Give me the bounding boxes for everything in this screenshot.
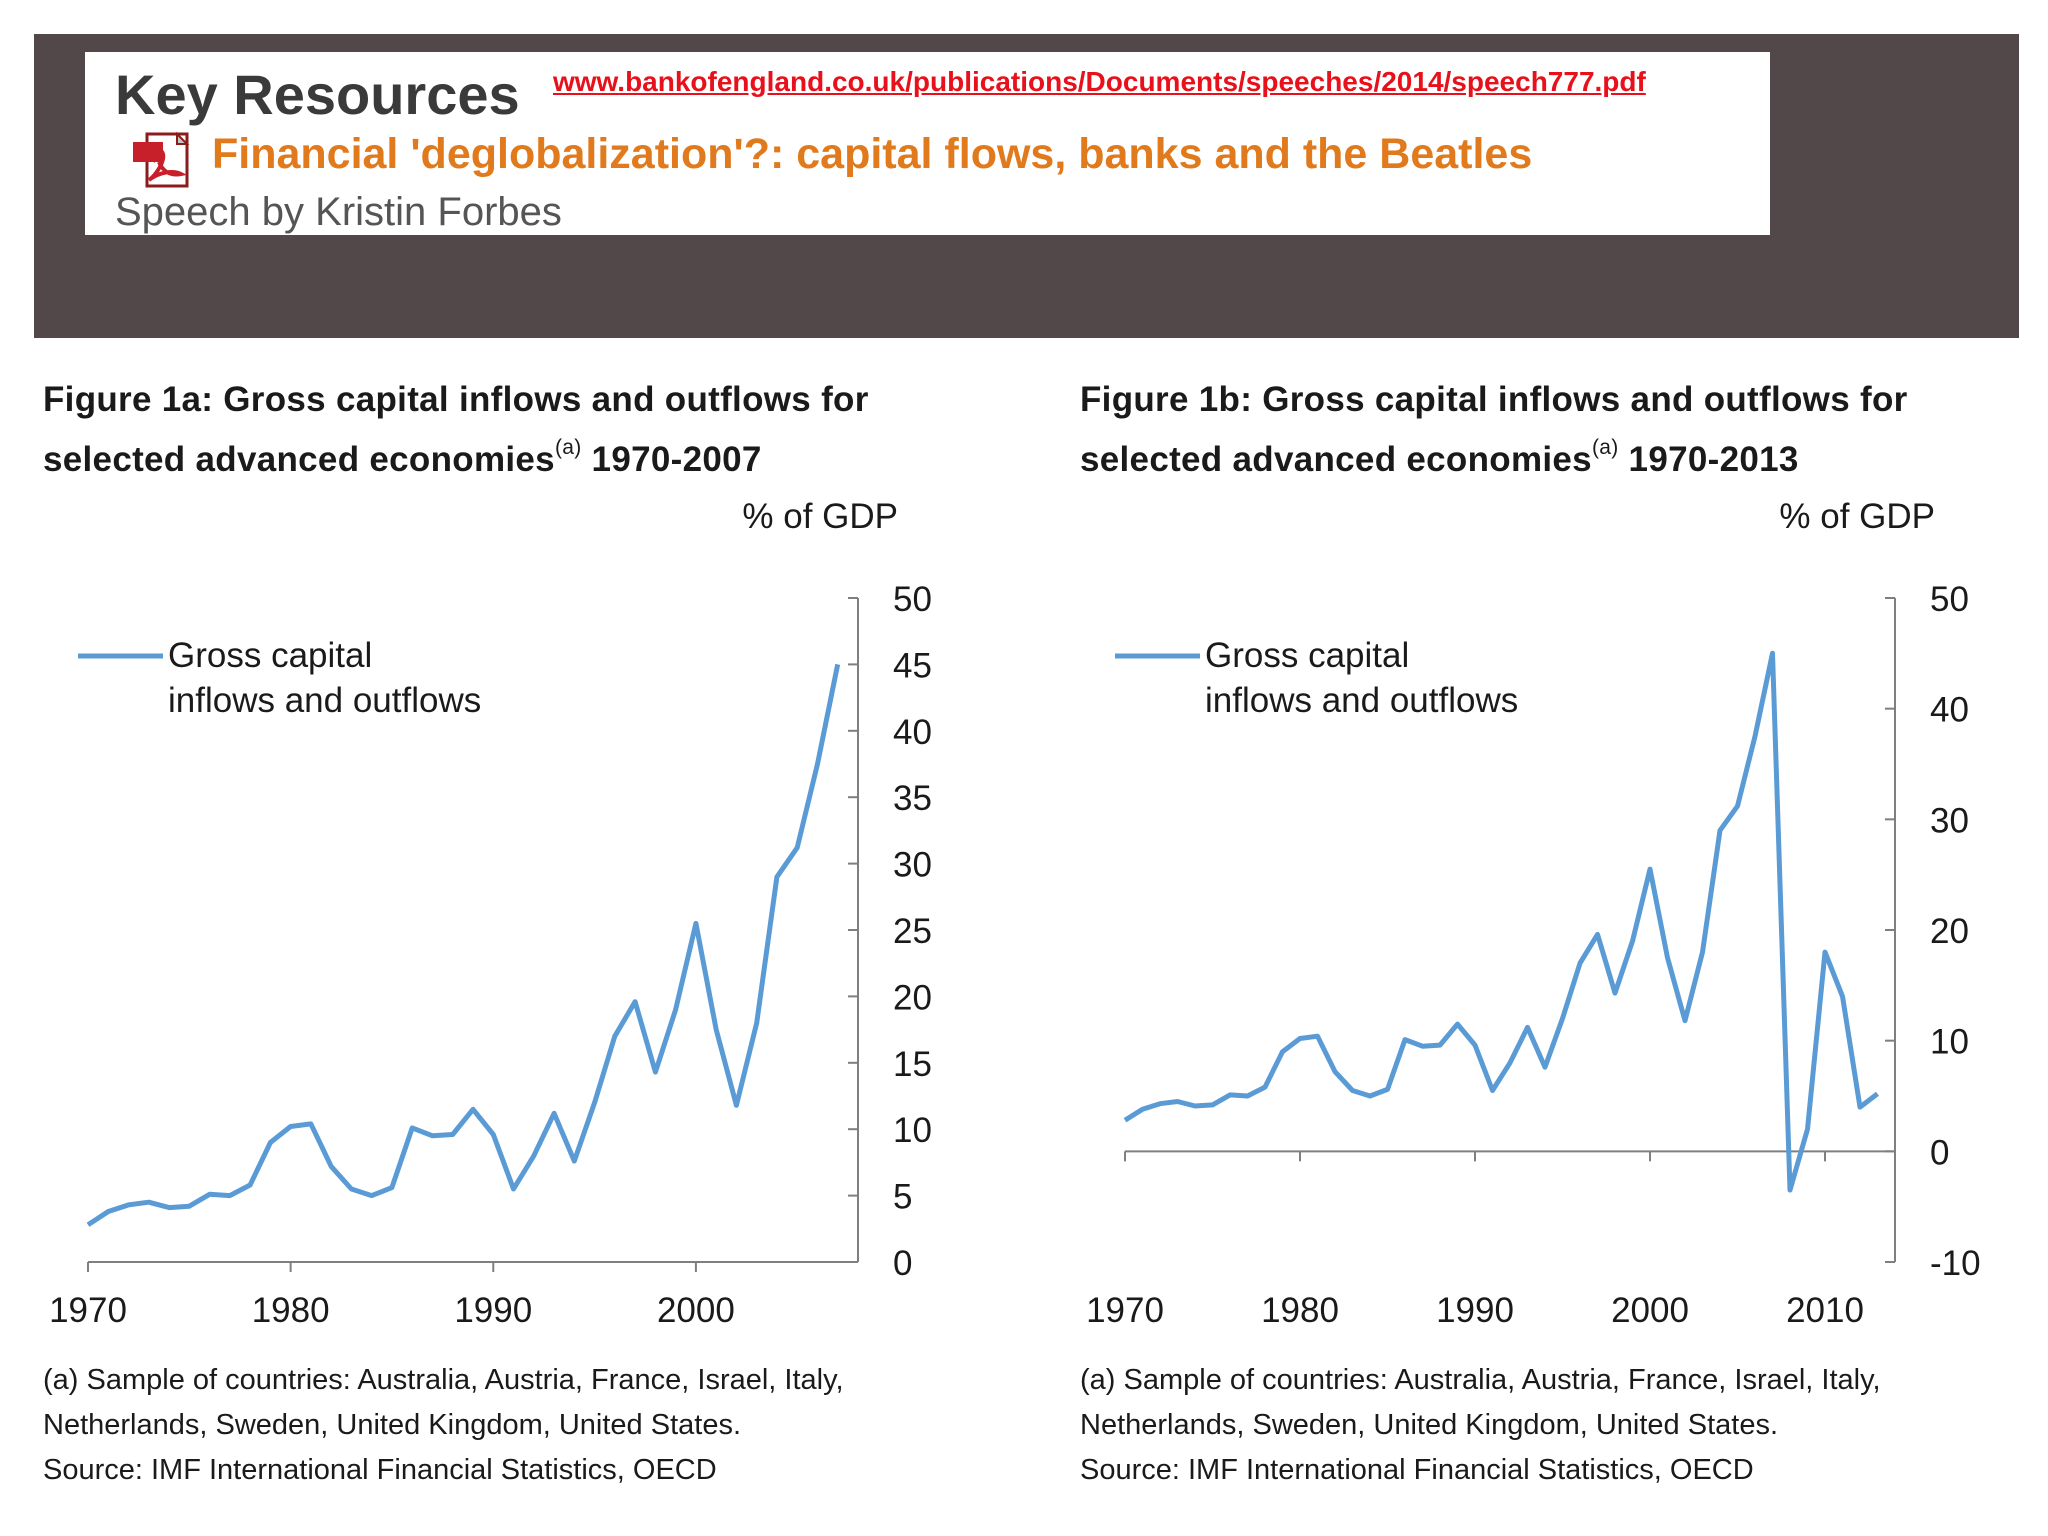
banner: Key Resources www.bankofengland.co.uk/pu… bbox=[34, 34, 2019, 338]
y-tick-label: 5 bbox=[893, 1178, 912, 1217]
figure-title-text: selected advanced economies bbox=[1080, 440, 1592, 479]
y-tick-label: 20 bbox=[1930, 912, 1969, 951]
figure-source: Source: IMF International Financial Stat… bbox=[1080, 1454, 1754, 1486]
y-tick-label: 20 bbox=[893, 978, 932, 1017]
x-tick-label: 1970 bbox=[1086, 1291, 1164, 1330]
series-line bbox=[1123, 650, 1880, 1193]
figure-title: Figure 1a: Gross capital inflows and out… bbox=[43, 370, 1023, 490]
figure-title-years: 1970-2013 bbox=[1618, 440, 1799, 479]
figure-note: (a) Sample of countries: Australia, Aust… bbox=[43, 1358, 1033, 1448]
x-tick-label: 2000 bbox=[1611, 1291, 1689, 1330]
x-tick-label: 2010 bbox=[1786, 1291, 1864, 1330]
y-axis-label: % of GDP bbox=[1779, 500, 1935, 536]
note-line1: (a) Sample of countries: Australia, Aust… bbox=[43, 1364, 844, 1396]
y-tick-label: 35 bbox=[893, 779, 932, 818]
legend-label: inflows and outflows bbox=[1205, 681, 1518, 720]
y-tick-label: 45 bbox=[893, 646, 932, 685]
figure-1a: Figure 1a: Gross capital inflows and out… bbox=[43, 370, 1043, 1530]
footnote-marker: (a) bbox=[1591, 436, 1619, 459]
y-tick-label: 40 bbox=[893, 713, 932, 752]
figure-note: (a) Sample of countries: Australia, Aust… bbox=[1080, 1358, 2048, 1448]
figure-source: Source: IMF International Financial Stat… bbox=[43, 1454, 717, 1486]
y-tick-label: 25 bbox=[893, 912, 932, 951]
figure-1b: Figure 1b: Gross capital inflows and out… bbox=[1080, 370, 2048, 1530]
y-tick-label: 50 bbox=[1930, 580, 1969, 619]
figure-title: Figure 1b: Gross capital inflows and out… bbox=[1080, 370, 2048, 490]
x-tick-label: 1980 bbox=[1261, 1291, 1339, 1330]
figure-title-line1: Figure 1b: Gross capital inflows and out… bbox=[1080, 380, 1908, 419]
y-tick-label: 30 bbox=[893, 846, 932, 885]
x-tick-label: 2000 bbox=[657, 1291, 735, 1330]
y-tick-label: -10 bbox=[1930, 1244, 1981, 1283]
y-tick-label: 0 bbox=[893, 1244, 912, 1283]
line-chart: 0 5 10 15 20 25 30 35 40 45 50 % of GDP 1970 1980 1990… bbox=[49, 500, 932, 1330]
y-tick-label: 0 bbox=[1930, 1133, 1949, 1172]
legend-label: Gross capital bbox=[1205, 636, 1409, 675]
footnote-marker: (a) bbox=[554, 436, 582, 459]
y-axis-label: % of GDP bbox=[742, 500, 898, 536]
figure-title-line2: selected advanced economies(a) 1970-2013 bbox=[1080, 430, 2048, 490]
series-line bbox=[86, 663, 841, 1227]
speech-title-link[interactable]: Financial 'deglobalization'?: capital fl… bbox=[212, 130, 1533, 178]
key-resources-title: Key Resources bbox=[115, 63, 520, 126]
y-tick-label: 50 bbox=[893, 580, 932, 619]
y-tick-label: 15 bbox=[893, 1045, 932, 1084]
figure-title-line2: selected advanced economies(a) 1970-2007 bbox=[43, 430, 1023, 490]
note-line1: (a) Sample of countries: Australia, Aust… bbox=[1080, 1364, 1881, 1396]
speech-url-link[interactable]: www.bankofengland.co.uk/publications/Doc… bbox=[553, 66, 1646, 97]
figure-title-text: selected advanced economies bbox=[43, 440, 555, 479]
y-tick-label: 10 bbox=[893, 1111, 932, 1150]
line-chart: -10 0 10 20 30 40 50 % of GDP 1970 1980 1990 2000 20… bbox=[1086, 500, 1981, 1330]
x-tick-label: 1990 bbox=[454, 1291, 532, 1330]
pdf-file-icon[interactable] bbox=[133, 132, 195, 190]
figure-title-line1: Figure 1a: Gross capital inflows and out… bbox=[43, 380, 869, 419]
y-tick-label: 40 bbox=[1930, 691, 1969, 730]
y-tick-label: 30 bbox=[1930, 801, 1969, 840]
x-tick-label: 1980 bbox=[252, 1291, 330, 1330]
note-line2: Netherlands, Sweden, United Kingdom, Uni… bbox=[1080, 1409, 1779, 1441]
legend-label: Gross capital bbox=[168, 636, 372, 675]
note-line2: Netherlands, Sweden, United Kingdom, Uni… bbox=[43, 1409, 742, 1441]
legend-label: inflows and outflows bbox=[168, 681, 481, 720]
y-tick-label: 10 bbox=[1930, 1023, 1969, 1062]
speech-author: Speech by Kristin Forbes bbox=[115, 190, 562, 234]
x-tick-label: 1990 bbox=[1436, 1291, 1514, 1330]
x-tick-label: 1970 bbox=[49, 1291, 127, 1330]
key-resources-box: Key Resources www.bankofengland.co.uk/pu… bbox=[85, 52, 1770, 235]
figure-title-years: 1970-2007 bbox=[581, 440, 762, 479]
